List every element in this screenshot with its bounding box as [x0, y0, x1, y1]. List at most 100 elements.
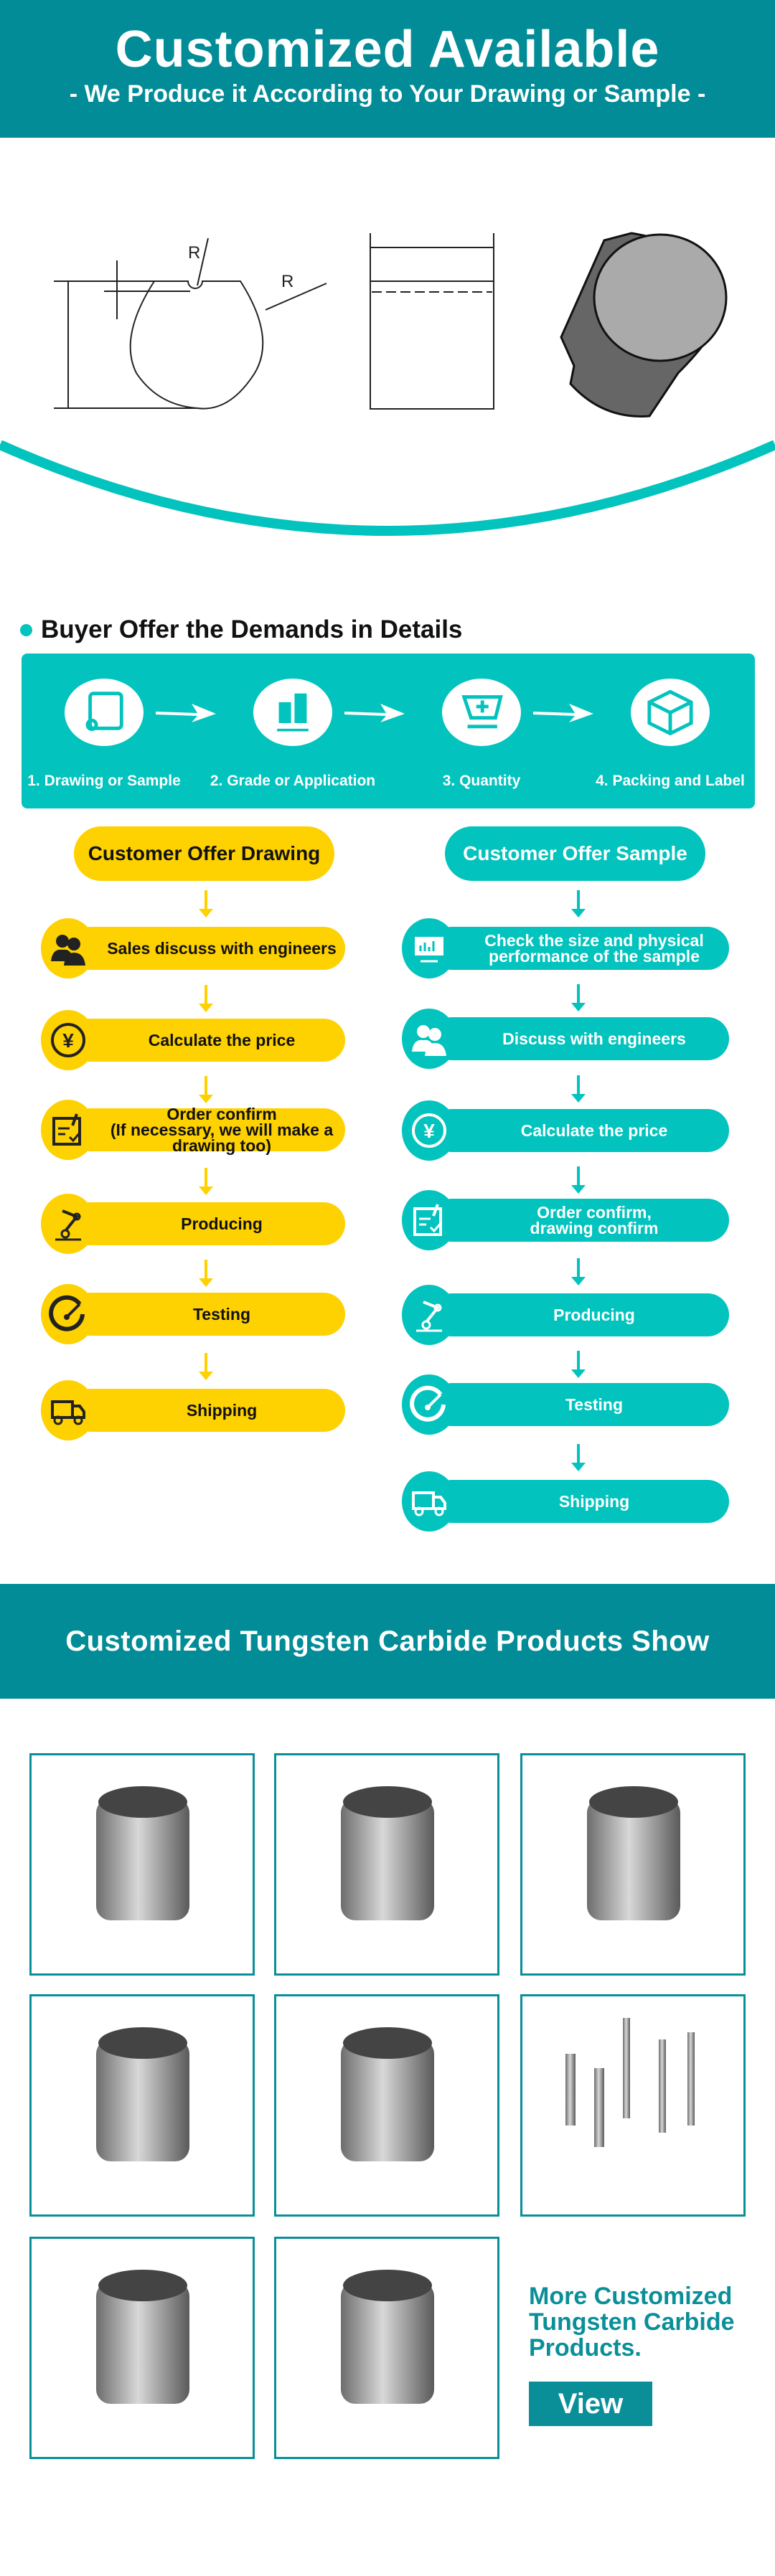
more-line: More Customized [529, 2283, 733, 2310]
svg-text:¥: ¥ [423, 1120, 435, 1142]
flow-step-drawing-6: Shipping [70, 1389, 345, 1432]
flow-step-label: Shipping [186, 1401, 258, 1420]
box-icon [646, 687, 695, 739]
step-1-circle [65, 679, 144, 746]
header-banner: Customized Available - We Produce it Acc… [0, 0, 775, 138]
flow-step-drawing-2: Calculate the price [70, 1019, 345, 1062]
header-title: Customized Available [115, 21, 660, 78]
step-label: 3. Quantity [442, 773, 521, 789]
flow-step-sample-7: Shipping [431, 1480, 729, 1523]
technical-drawings: R R [0, 232, 775, 536]
flow-step-sample-4: Order confirm, drawing confirm [431, 1199, 729, 1242]
gauge-icon [402, 1374, 456, 1435]
section-title: Buyer Offer the Demands in Details [20, 615, 462, 644]
users-icon [402, 1009, 456, 1069]
flow-step-drawing-5: Testing [70, 1293, 345, 1336]
flow-step-label: Order confirm [166, 1105, 277, 1123]
front-view-drawing [54, 237, 327, 410]
blueprint-icon [80, 687, 128, 739]
users-icon [41, 918, 95, 978]
flow-step-sample-2: Discuss with engineers [431, 1017, 729, 1060]
yen-icon: ¥ [41, 1010, 95, 1070]
step-3-circle [442, 679, 521, 746]
flow-step-label: Check the size and physical [484, 931, 704, 950]
step-4-circle [631, 679, 710, 746]
step-label: 4. Packing and Label [596, 773, 745, 789]
step-label: 1. Drawing or Sample [27, 773, 181, 789]
bar-chart-icon [268, 687, 317, 739]
header-subtitle: - We Produce it According to Your Drawin… [69, 80, 706, 108]
arrow-down-icon [199, 1260, 213, 1287]
svg-text:¥: ¥ [62, 1029, 74, 1052]
flow-step-drawing-1: Sales discuss with engineers [70, 927, 345, 970]
step-label: 2. Grade or Application [210, 773, 376, 789]
arrow-right-icon [533, 704, 593, 726]
yen-icon: ¥ [402, 1100, 456, 1161]
flow-step-sample-1: Check the size and physical performance o… [431, 927, 729, 970]
flow-step-label: Discuss with engineers [502, 1029, 686, 1048]
flow-step-label: Order confirm, [537, 1203, 652, 1222]
products-banner: Customized Tungsten Carbide Products Sho… [0, 1584, 775, 1699]
arrow-down-icon [571, 984, 586, 1011]
flow-step-drawing-4: Producing [70, 1202, 345, 1245]
monitor-chart-icon [402, 918, 456, 978]
arrow-right-icon [156, 704, 216, 726]
flow-step-label: Sales discuss with engineers [107, 939, 337, 958]
flow-step-label: Producing [181, 1214, 263, 1233]
arrow-down-icon [199, 1353, 213, 1380]
flow-step-sample-5: Producing [431, 1293, 729, 1336]
flow-step-label: Shipping [558, 1492, 630, 1511]
checklist-icon [402, 1190, 456, 1250]
product-photo-sleeve[interactable] [29, 1994, 255, 2217]
truck-icon [402, 1471, 456, 1532]
flow-step-sample-6: Testing [431, 1383, 729, 1426]
more-line: Tungsten Carbide [529, 2308, 735, 2336]
radius-label: R [188, 243, 200, 263]
section-title-text: Buyer Offer the Demands in Details [41, 615, 463, 643]
customer-offer-sample-pill: Customer Offer Sample [445, 826, 705, 881]
step-2-circle [253, 679, 332, 746]
arrow-down-icon [571, 1443, 586, 1471]
flow-step-label: Calculate the price [148, 1031, 296, 1049]
more-line: Products. [529, 2334, 642, 2362]
arrow-down-icon [199, 1075, 213, 1103]
product-photo-pins[interactable] [520, 1994, 746, 2217]
product-photo-bushing[interactable] [29, 1753, 255, 1976]
radius-label: R [281, 272, 293, 291]
arrow-down-icon [199, 985, 213, 1012]
flow-step-label: Producing [553, 1306, 635, 1324]
arrow-down-icon [199, 890, 213, 917]
arrow-down-icon [571, 890, 586, 917]
arrow-down-icon [571, 1258, 586, 1285]
product-photo-rings[interactable] [29, 2237, 255, 2459]
flow-step-sample-3: Calculate the price [431, 1109, 729, 1152]
side-view-drawing [370, 233, 494, 410]
product-photo-threaded-nozzles[interactable] [274, 1753, 499, 1976]
arrow-down-icon [199, 1167, 213, 1195]
flow-step-label: Testing [565, 1395, 624, 1414]
steps-panel: 1. Drawing or Sample 2. Grade or Applicat… [22, 654, 755, 808]
checklist-icon [41, 1100, 95, 1160]
arrow-down-icon [571, 1350, 586, 1378]
product-photo-flanged-bushing[interactable] [274, 1994, 499, 2217]
flow-step-sublabel: (If necessary, we will make a drawing to… [110, 1120, 334, 1155]
flow-step-label: Testing [192, 1305, 251, 1324]
product-photo-stepped-punches[interactable] [520, 1753, 746, 1976]
more-products-text: More Customized Tungsten Carbide Product… [529, 2283, 735, 2361]
flow-step-label: Calculate the price [520, 1121, 668, 1140]
robot-arm-icon [41, 1194, 95, 1254]
product-photo-cutting-blocks[interactable] [274, 2237, 499, 2459]
bullet-dot-icon [20, 623, 32, 636]
truck-icon [41, 1380, 95, 1440]
decorative-arc [0, 440, 775, 536]
cart-icon [457, 687, 506, 739]
3d-view-drawing [560, 232, 728, 417]
arrow-right-icon [344, 704, 405, 726]
gauge-icon [41, 1284, 95, 1344]
arrow-down-icon [571, 1166, 586, 1194]
flow-step-sublabel: performance of the sample [489, 947, 700, 966]
arrow-down-icon [571, 1075, 586, 1103]
flow-step-sublabel: drawing confirm [530, 1219, 659, 1237]
flow-step-drawing-3: Order confirm (If necessary, we will make… [70, 1105, 345, 1155]
view-button[interactable]: View [529, 2382, 652, 2426]
